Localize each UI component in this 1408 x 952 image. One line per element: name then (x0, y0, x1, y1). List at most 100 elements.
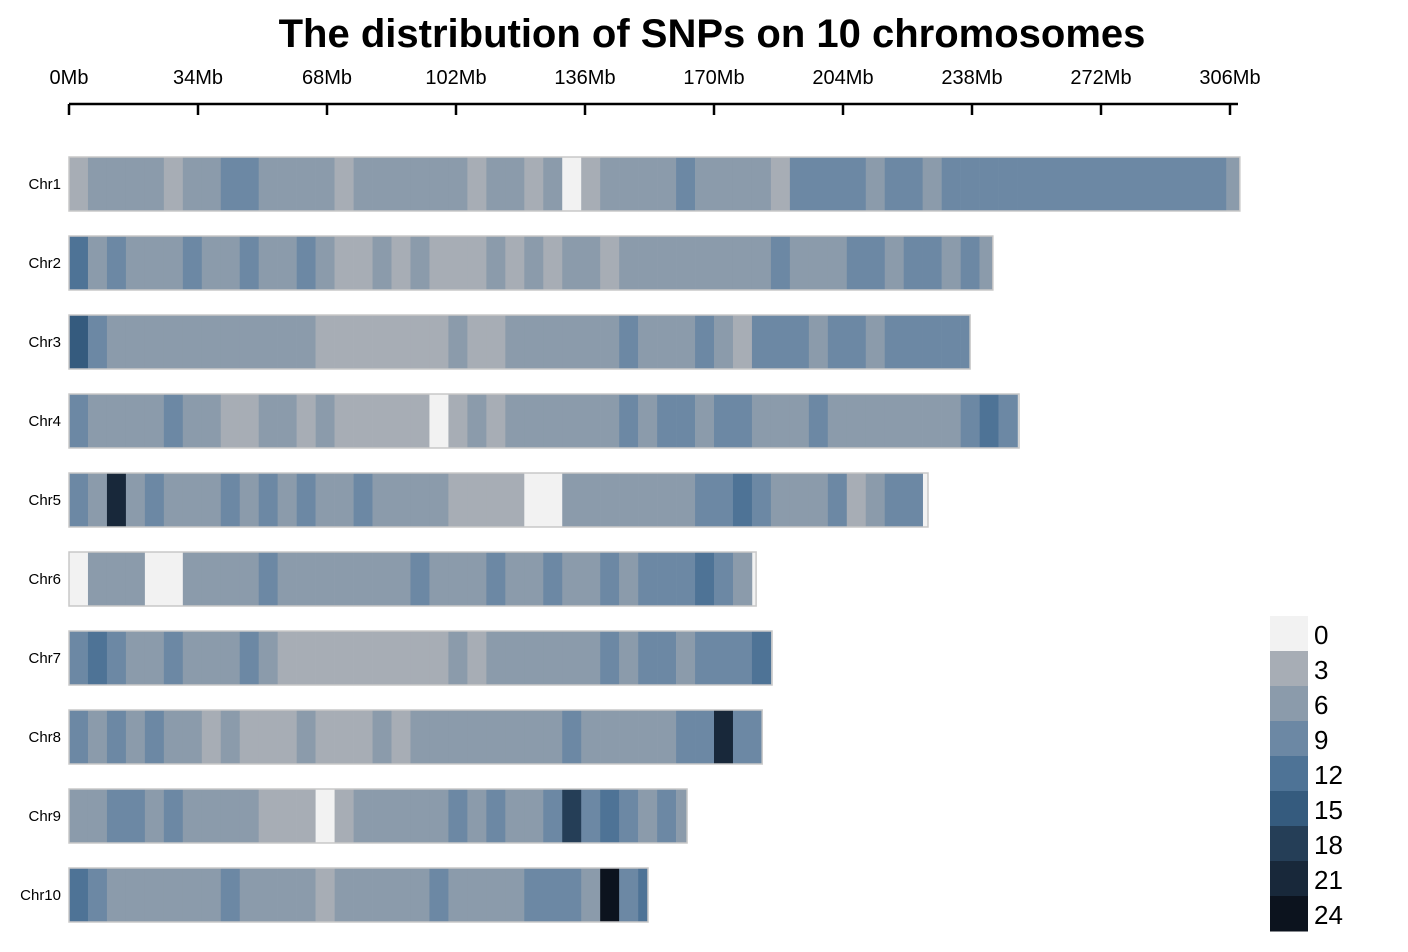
density-bin (410, 315, 430, 369)
density-bin (808, 473, 829, 527)
density-bin (125, 236, 146, 290)
density-bin (353, 473, 373, 527)
density-bin (201, 631, 222, 685)
density-bin (106, 552, 127, 606)
density-bin (87, 157, 108, 211)
density-bin (638, 710, 658, 764)
density-bin (201, 789, 222, 843)
density-bin (1131, 157, 1151, 211)
density-bin (676, 631, 696, 685)
density-bin (69, 394, 89, 448)
density-bin (87, 394, 108, 448)
density-bin (296, 473, 316, 527)
density-bin (69, 157, 89, 211)
density-bin (789, 236, 810, 290)
density-bin (448, 315, 468, 369)
density-bin (448, 394, 468, 448)
density-bin (182, 631, 203, 685)
density-bin (277, 631, 297, 685)
density-bin (695, 552, 715, 606)
density-bin (714, 473, 734, 527)
density-bin (619, 394, 639, 448)
density-bin (676, 315, 696, 369)
density-bin (277, 315, 297, 369)
density-bin (600, 868, 620, 922)
density-bin (182, 315, 203, 369)
density-bin (467, 789, 487, 843)
density-bin (543, 236, 563, 290)
density-bin (87, 236, 108, 290)
density-bin (998, 157, 1018, 211)
density-bin (144, 868, 165, 922)
density-bin (467, 868, 487, 922)
density-bin (486, 868, 506, 922)
density-bin (220, 552, 241, 606)
density-bin (144, 710, 165, 764)
density-bin (770, 157, 791, 211)
density-bin (277, 157, 297, 211)
density-bin (543, 473, 563, 527)
density-bin (144, 631, 165, 685)
legend-label: 21 (1314, 865, 1343, 895)
density-bin (922, 157, 942, 211)
density-bin (676, 394, 696, 448)
density-bin (600, 789, 620, 843)
density-bin (827, 236, 848, 290)
density-bin (315, 236, 335, 290)
density-bin (486, 315, 506, 369)
density-bin (277, 868, 297, 922)
density-bin (220, 710, 241, 764)
density-bin (87, 789, 108, 843)
chromosome-outline (68, 630, 773, 686)
density-bin (372, 552, 392, 606)
density-bin (467, 394, 487, 448)
density-bin (410, 157, 430, 211)
density-bin (751, 394, 772, 448)
density-bin (391, 631, 411, 685)
density-bin (732, 473, 753, 527)
density-bin (751, 710, 763, 764)
density-bin (258, 157, 278, 211)
density-bin (372, 789, 392, 843)
density-bin (296, 789, 316, 843)
density-bin (827, 473, 848, 527)
density-bin (277, 710, 297, 764)
density-bin (524, 394, 544, 448)
density-bin (220, 473, 241, 527)
chromosome-label: Chr7 (28, 650, 61, 667)
density-bin (201, 868, 222, 922)
density-bin (315, 710, 335, 764)
density-bin (524, 315, 544, 369)
density-bin (277, 236, 297, 290)
density-bin (789, 157, 810, 211)
density-bin (239, 473, 260, 527)
density-bin (732, 394, 753, 448)
chromosome-outline (68, 709, 763, 765)
density-bin (714, 157, 734, 211)
density-bin (562, 631, 582, 685)
legend-label: 3 (1314, 655, 1328, 685)
density-bin (657, 394, 677, 448)
density-bin (258, 473, 278, 527)
density-bin (543, 868, 563, 922)
density-bin (524, 552, 544, 606)
density-bin (562, 710, 582, 764)
density-bin (391, 394, 411, 448)
density-bin (543, 710, 563, 764)
density-bin (87, 473, 108, 527)
density-bin (87, 315, 108, 369)
density-bin (505, 157, 525, 211)
density-bin (334, 710, 354, 764)
density-bin (695, 631, 715, 685)
density-bin (125, 631, 146, 685)
density-bin (562, 315, 582, 369)
density-bin (106, 868, 127, 922)
density-bin (770, 473, 791, 527)
density-bin (581, 552, 601, 606)
density-bin (296, 868, 316, 922)
density-bin (125, 710, 146, 764)
density-bin (144, 473, 165, 527)
x-tick-label: 204Mb (812, 67, 873, 89)
density-bin (391, 473, 411, 527)
density-bin (467, 552, 487, 606)
